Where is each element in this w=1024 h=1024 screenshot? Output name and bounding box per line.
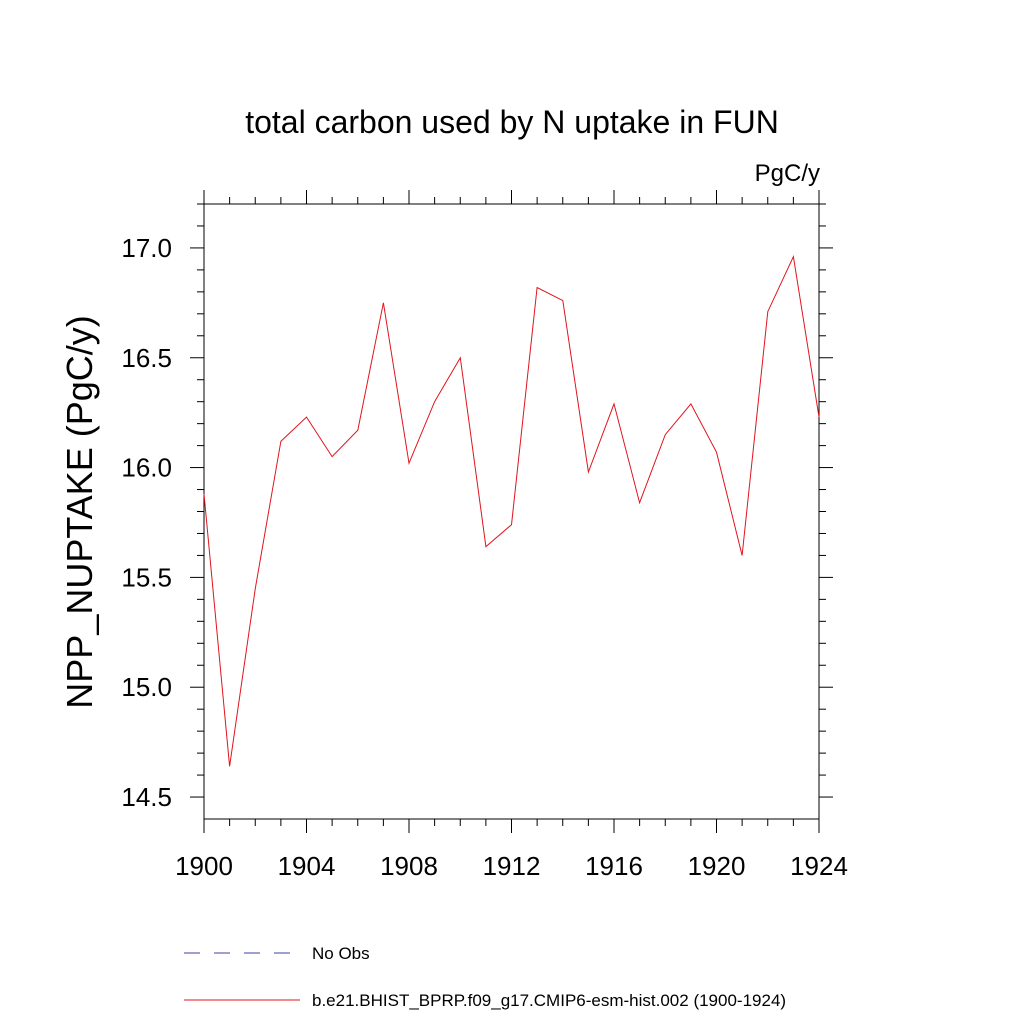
y-axis-label: NPP_NUPTAKE (PgC/y) — [59, 315, 100, 708]
x-tick-label: 1924 — [790, 851, 848, 881]
chart-title: total carbon used by N uptake in FUN — [245, 104, 779, 140]
legend-label-model-run: b.e21.BHIST_BPRP.f09_g17.CMIP6-esm-hist.… — [312, 991, 786, 1010]
series-line — [203, 255, 820, 767]
axis-ticks — [190, 190, 833, 833]
plot-frame — [203, 203, 820, 820]
y-tick-label: 16.0 — [121, 453, 172, 483]
x-tick-labels: 1900 1904 1908 1912 1916 1920 1924 — [175, 851, 848, 881]
legend-label-no-obs: No Obs — [312, 944, 370, 963]
x-tick-label: 1912 — [483, 851, 541, 881]
x-tick-label: 1916 — [585, 851, 643, 881]
series-group — [203, 255, 820, 767]
y-tick-labels: 14.5 15.0 15.5 16.0 16.5 17.0 — [121, 233, 172, 812]
x-tick-label: 1920 — [688, 851, 746, 881]
x-tick-label: 1904 — [278, 851, 336, 881]
y-tick-label: 15.5 — [121, 562, 172, 592]
legend: No Obs b.e21.BHIST_BPRP.f09_g17.CMIP6-es… — [184, 944, 786, 1010]
x-tick-label: 1908 — [380, 851, 438, 881]
y-tick-label: 17.0 — [121, 233, 172, 263]
y-tick-label: 16.5 — [121, 343, 172, 373]
x-tick-label: 1900 — [175, 851, 233, 881]
y-tick-label: 14.5 — [121, 782, 172, 812]
y-tick-label: 15.0 — [121, 672, 172, 702]
units-label: PgC/y — [755, 160, 820, 187]
